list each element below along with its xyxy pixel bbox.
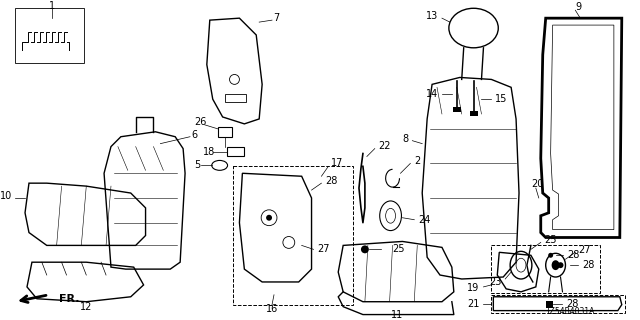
Ellipse shape <box>548 253 553 258</box>
Text: 26: 26 <box>195 117 207 127</box>
Bar <box>492 295 625 313</box>
Text: 22: 22 <box>379 140 391 151</box>
Bar <box>232 166 353 305</box>
Bar <box>218 127 232 137</box>
Text: 27: 27 <box>579 245 591 255</box>
Bar <box>453 107 461 112</box>
Text: 7: 7 <box>273 13 279 23</box>
Text: 2: 2 <box>414 156 420 166</box>
Bar <box>225 94 246 102</box>
Text: 28: 28 <box>568 250 580 260</box>
Text: 16: 16 <box>266 304 278 314</box>
Text: 19: 19 <box>467 283 479 293</box>
Bar <box>492 245 600 293</box>
Text: 24: 24 <box>419 215 431 225</box>
Text: 9: 9 <box>575 2 581 12</box>
Text: 27: 27 <box>317 244 330 254</box>
Bar <box>546 301 552 308</box>
Text: 11: 11 <box>392 309 404 320</box>
Text: TZ54B4031A: TZ54B4031A <box>546 307 595 316</box>
Text: 25: 25 <box>392 244 405 254</box>
Text: 28: 28 <box>566 299 579 309</box>
Text: 8: 8 <box>403 134 408 144</box>
Text: 15: 15 <box>495 94 508 104</box>
Text: 12: 12 <box>80 302 92 312</box>
Text: 13: 13 <box>426 11 438 21</box>
Text: 5: 5 <box>194 160 200 170</box>
Text: 10: 10 <box>0 191 12 201</box>
Text: 25: 25 <box>545 236 557 245</box>
Ellipse shape <box>552 260 559 270</box>
Text: 17: 17 <box>332 158 344 168</box>
Text: 14: 14 <box>426 89 438 99</box>
Text: FR.: FR. <box>59 294 79 304</box>
Circle shape <box>266 215 272 221</box>
Ellipse shape <box>557 262 563 268</box>
Text: 28: 28 <box>325 176 338 186</box>
Ellipse shape <box>361 245 369 253</box>
Text: 20: 20 <box>532 179 544 189</box>
Text: 18: 18 <box>203 147 215 156</box>
Bar <box>470 111 477 116</box>
Text: 23: 23 <box>489 277 501 287</box>
Text: 21: 21 <box>467 299 479 309</box>
Text: 6: 6 <box>191 130 197 140</box>
Bar <box>15 8 84 63</box>
Text: 1: 1 <box>49 1 55 11</box>
Text: 28: 28 <box>582 260 595 270</box>
Bar <box>227 147 244 156</box>
